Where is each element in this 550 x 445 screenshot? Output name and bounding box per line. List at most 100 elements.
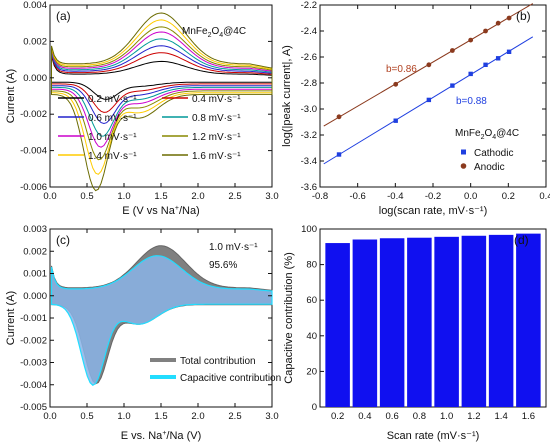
bar	[325, 243, 350, 407]
cathodic-point	[393, 118, 398, 123]
panel-d-ytick-label: 80	[306, 260, 317, 271]
panel-d-xtick-label: 0.4	[358, 411, 371, 422]
anodic-fit-label: b=0.86	[386, 64, 417, 75]
panel-c-ylabel: Current (A)	[5, 291, 17, 345]
panel-b-label: (b)	[516, 9, 531, 23]
panel-a-ytick-label: -0.002	[20, 109, 47, 120]
panel-b-plot-frame	[319, 4, 547, 188]
legend-label-rate_16: 1.6 mV·s⁻¹	[192, 151, 241, 162]
panel-c-ticks: 0.0 0.5 1.0 1.5 2.0 2.5 3.0 -0.005 -0.004 -0.003 -…	[20, 224, 279, 422]
legend-anodic-marker	[460, 163, 467, 169]
bar	[461, 235, 487, 407]
legend-label-cathodic: Cathodic	[474, 148, 513, 159]
legend-cathodic-marker	[461, 149, 466, 155]
panel-a-ytick-label: 0.002	[23, 36, 47, 47]
panel-b-xtick-label: 0.0	[464, 191, 477, 202]
panel-b-ytick-label: -2.4	[301, 26, 317, 37]
panel-b-series	[323, 3, 534, 165]
panel-a-xtick-label: 2.0	[191, 191, 204, 202]
cv-curve-rate_16	[51, 12, 273, 192]
panel-d-xtick-label: 0.6	[386, 411, 399, 422]
panel-d-label: (d)	[514, 233, 529, 247]
panel-c: 0.0 0.5 1.0 1.5 2.0 2.5 3.0 -0.005 -0.004 -0.003 -…	[5, 224, 281, 442]
cathodic-point	[495, 56, 501, 61]
panel-b-ytick-label: -3.0	[301, 104, 317, 115]
panel-b-xtick-label: -0.8	[312, 191, 328, 202]
panel-b-legend: Cathodic Anodic	[460, 148, 513, 173]
panel-c-xtick-label: 3.0	[265, 411, 278, 422]
legend-label-total: Total contribution	[180, 356, 256, 367]
panel-c-rate-annotation: 1.0 mV·s⁻¹	[209, 242, 258, 253]
legend-label-rate_12: 1.2 mV·s⁻¹	[192, 132, 241, 143]
panel-a-xtick-label: 0.5	[80, 191, 93, 202]
anodic-point	[393, 81, 399, 87]
panel-b-ytick-label: -2.6	[301, 52, 317, 63]
panel-d-ylabel: Capacitive contribution (%)	[283, 252, 295, 383]
panel-c-percent-annotation: 95.6%	[209, 260, 237, 271]
panel-d-xtick-label: 1.6	[522, 411, 535, 422]
panel-a-ytick-label: -0.006	[20, 182, 47, 193]
panel-a-xlabel: E (V vs Na+/Na)	[122, 205, 199, 217]
legend-label-rate_06: 0.6 mV·s⁻¹	[88, 113, 137, 124]
panel-a-ticks: 0.0 0.5 1.0 1.5 2.0 2.5 3.0 -0.006 -0.004 -0.002 0…	[20, 0, 279, 202]
anodic-point	[506, 15, 512, 21]
panel-b-xtick-label: 0.4	[539, 191, 550, 202]
panel-a-series	[51, 12, 273, 192]
panel-b-xtick-label: 0.2	[502, 191, 515, 202]
bar	[434, 236, 459, 407]
panel-a-ylabel: Current (A)	[5, 69, 17, 123]
legend-label-rate_10: 1.0 mV·s⁻¹	[88, 132, 137, 143]
legend-label-anodic: Anodic	[474, 162, 505, 173]
panel-c-ytick-label: 0.002	[23, 246, 47, 257]
panel-d-xtick-label: 1.2	[467, 411, 480, 422]
panel-b-ytick-label: -2.8	[301, 78, 317, 89]
panel-d-xtick-label: 0.2	[331, 411, 344, 422]
anodic-point	[468, 37, 474, 43]
panel-c-xtick-label: 1.5	[154, 411, 167, 422]
panel-c-ytick-label: -0.004	[20, 380, 47, 391]
bar	[488, 234, 514, 407]
panel-d-ticks: 0 20 40 60 80 100 0.2 0.4 0.6 0.8 1.0 1.2 1.4 1.6	[301, 224, 535, 422]
panel-d-ytick-label: 40	[306, 331, 317, 342]
anodic-point	[483, 28, 488, 34]
panel-d-ytick-label: 100	[301, 224, 317, 235]
panel-b-xlabel: log(scan rate, mV·s⁻¹)	[379, 205, 488, 217]
cathodic-point	[506, 49, 512, 54]
panel-c-xtick-label: 1.0	[117, 411, 130, 422]
cathodic-fit-label: b=0.88	[456, 96, 487, 107]
panel-b-xtick-label: -0.4	[387, 191, 403, 202]
panel-a-ytick-label: 0.004	[23, 0, 47, 11]
panel-c-ytick-label: -0.005	[20, 402, 47, 413]
bar	[516, 233, 541, 407]
bar	[379, 238, 405, 407]
panel-d-xtick-label: 1.4	[495, 411, 508, 422]
panel-a-xtick-label: 1.5	[154, 191, 167, 202]
bar	[407, 237, 432, 407]
panel-c-ytick-label: 0.001	[23, 269, 47, 280]
panel-a-xtick-label: 1.0	[117, 191, 130, 202]
panel-b-ticks: -0.8 -0.6 -0.4 -0.2 0.0 0.2 0.4 -3.6 -3.4 -3.2 -3.…	[301, 0, 550, 202]
panel-c-xtick-label: 2.5	[228, 411, 241, 422]
anodic-point	[449, 48, 455, 53]
cathodic-point	[483, 62, 488, 67]
anodic-point	[495, 20, 501, 26]
panel-d-xtick-label: 0.8	[413, 411, 426, 422]
panel-c-label: (c)	[56, 233, 70, 247]
panel-d-xlabel: Scan rate (mV·s⁻¹)	[387, 430, 480, 442]
cathodic-point	[468, 71, 473, 77]
panel-d-xtick-label: 1.0	[440, 411, 453, 422]
legend-label-rate_04: 0.4 mV·s⁻¹	[192, 94, 241, 105]
panel-c-legend: Total contribution Capacitive contributio…	[150, 356, 281, 384]
panel-d-bars	[325, 233, 541, 407]
panel-b-ylabel: log(|peak current|, A)	[281, 45, 293, 147]
panel-a-label: (a)	[56, 9, 71, 23]
panel-b-xtick-label: -0.6	[349, 191, 365, 202]
panel-c-ytick-label: -0.003	[20, 358, 47, 369]
panel-c-xtick-label: 0.0	[43, 411, 56, 422]
panel-a-xtick-label: 2.5	[228, 191, 241, 202]
panel-d: 0 20 40 60 80 100 0.2 0.4 0.6 0.8 1.0 1.2 1.4 1.6 (d)…	[283, 224, 547, 442]
panel-d-ytick-label: 20	[306, 366, 317, 377]
bar	[352, 239, 378, 407]
panel-c-ytick-label: -0.002	[20, 335, 47, 346]
